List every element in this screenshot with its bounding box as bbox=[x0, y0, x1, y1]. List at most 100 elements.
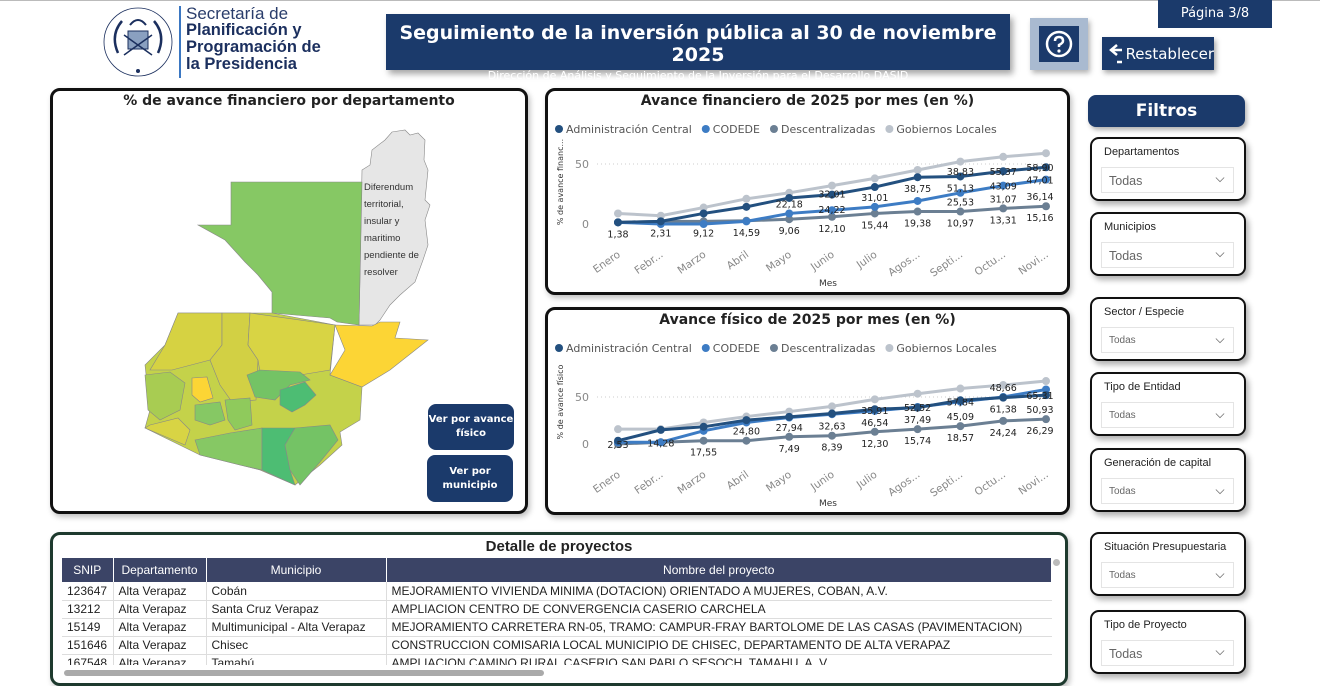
data-point bbox=[742, 217, 751, 226]
map-region-totonicapan[interactable] bbox=[191, 376, 214, 403]
x-tick-label: Enero bbox=[591, 249, 623, 276]
x-tick-label: Septi... bbox=[928, 249, 965, 280]
table-row[interactable]: 123647 Alta Verapaz Cobán MEJORAMIENTO VIVI… bbox=[62, 582, 1052, 601]
filter-dropdown[interactable]: Todas bbox=[1101, 402, 1234, 428]
data-point bbox=[1042, 163, 1050, 172]
filter-dropdown[interactable]: Todas bbox=[1101, 562, 1234, 588]
y-tick-label: 50 bbox=[575, 391, 589, 404]
data-point bbox=[828, 409, 836, 418]
data-label: 24,22 bbox=[818, 205, 845, 216]
data-point bbox=[742, 436, 751, 445]
x-tick-label: Octu... bbox=[973, 469, 1008, 499]
data-label: 14,59 bbox=[733, 228, 760, 239]
map-region-jutiapa[interactable] bbox=[284, 424, 339, 486]
filter-value: Todas bbox=[1109, 570, 1136, 581]
data-label: 27,94 bbox=[776, 423, 803, 434]
map-region-san-marcos[interactable] bbox=[144, 371, 186, 421]
data-point bbox=[1042, 202, 1050, 211]
table-cell: Chisec bbox=[206, 636, 387, 655]
filter-dropdown[interactable]: Todas bbox=[1101, 242, 1234, 268]
data-label: 48,66 bbox=[990, 383, 1017, 394]
data-label: 37,49 bbox=[904, 415, 931, 426]
data-point bbox=[870, 209, 879, 218]
legend-label: Descentralizadas bbox=[781, 123, 876, 136]
column-header-project-name[interactable]: Nombre del proyecto bbox=[386, 558, 1052, 582]
map-region-baja-verapaz[interactable] bbox=[246, 369, 311, 401]
data-point bbox=[1042, 415, 1050, 424]
column-header-snip[interactable]: SNIP bbox=[62, 558, 114, 582]
question-circle-icon bbox=[1045, 30, 1073, 58]
table-row[interactable]: 15149 Alta Verapaz Multimunicipal - Alta V… bbox=[62, 618, 1052, 637]
map-region-peten[interactable] bbox=[196, 181, 363, 326]
view-by-municipality-button[interactable]: Ver por municipio bbox=[427, 455, 513, 502]
page-indicator: Página 3/8 bbox=[1158, 0, 1272, 28]
data-point bbox=[956, 396, 965, 405]
data-point bbox=[828, 212, 836, 221]
logo-divider bbox=[179, 6, 181, 78]
y-axis-label: % de avance físico bbox=[556, 364, 565, 439]
data-label: 65,31 bbox=[1026, 391, 1053, 402]
x-tick-label: Enero bbox=[591, 469, 623, 496]
map-region-chimaltenango[interactable] bbox=[224, 397, 253, 431]
x-tick-label: Octu... bbox=[973, 249, 1008, 279]
table-cell: MEJORAMIENTO CARRETERA RN-05, TRAMO: CAM… bbox=[386, 618, 1052, 637]
data-point bbox=[870, 395, 879, 404]
data-point bbox=[913, 166, 922, 174]
table-row[interactable]: 151646 Alta Verapaz Chisec CONSTRUCCION COM… bbox=[62, 636, 1052, 655]
data-point bbox=[999, 204, 1008, 213]
filter-label: Sector / Especie bbox=[1104, 306, 1185, 318]
reset-button[interactable]: Restablecer bbox=[1102, 37, 1214, 70]
data-point bbox=[913, 207, 922, 216]
map-region-izabal[interactable] bbox=[329, 321, 429, 388]
data-label: 12,30 bbox=[861, 439, 888, 450]
data-label: 17,55 bbox=[690, 448, 717, 459]
x-tick-label: Abril bbox=[725, 249, 752, 273]
guatemala-seal-logo bbox=[103, 7, 173, 77]
map-region-retalhuleu[interactable] bbox=[144, 417, 191, 446]
filter-dropdown[interactable]: Todas bbox=[1101, 640, 1234, 666]
org-line-3: Programación de bbox=[186, 38, 321, 56]
data-label: 47,01 bbox=[1026, 176, 1053, 187]
filter-dropdown[interactable]: Todas bbox=[1101, 167, 1234, 193]
x-axis-label: Mes bbox=[819, 279, 837, 289]
top-divider bbox=[0, 0, 1320, 1]
map-panel: % de avance financiero por departamento … bbox=[50, 88, 528, 514]
org-line-2: Planificación y bbox=[186, 21, 302, 39]
data-label: 31,01 bbox=[861, 193, 888, 204]
data-point bbox=[956, 188, 965, 197]
view-physical-progress-button[interactable]: Ver por avance físico bbox=[428, 404, 514, 450]
reset-label: Restablecer bbox=[1125, 44, 1214, 63]
map-region-el-progreso[interactable] bbox=[279, 381, 317, 413]
data-point bbox=[1042, 391, 1050, 400]
filter-dropdown[interactable]: Todas bbox=[1101, 478, 1234, 504]
data-label: 46,54 bbox=[861, 418, 888, 429]
map-region-quetzaltenango[interactable] bbox=[194, 401, 226, 426]
data-point bbox=[956, 384, 965, 393]
legend-marker bbox=[555, 125, 563, 133]
financial-progress-line-chart: Administración Central CODEDE Descentraliz… bbox=[555, 123, 1054, 289]
data-label: 2,53 bbox=[607, 440, 628, 451]
table-cell: Alta Verapaz bbox=[113, 582, 207, 601]
table-row[interactable]: 167548 Alta Verapaz Tamahú AMPLIACION CAMIN… bbox=[62, 654, 1052, 665]
x-tick-label: Septi... bbox=[928, 469, 965, 500]
filter-dropdown[interactable]: Todas bbox=[1101, 327, 1234, 353]
column-header-municipality[interactable]: Municipio bbox=[206, 558, 387, 582]
x-axis-label: Mes bbox=[819, 499, 837, 509]
horizontal-scrollbar[interactable] bbox=[64, 670, 544, 676]
data-point bbox=[828, 431, 836, 440]
data-label: 14,28 bbox=[647, 438, 674, 449]
x-tick-label: Novi... bbox=[1016, 469, 1050, 498]
data-label: 15,74 bbox=[904, 436, 931, 447]
chevron-down-icon bbox=[1215, 413, 1225, 419]
undo-arrow-icon bbox=[1109, 43, 1122, 63]
data-point bbox=[656, 438, 665, 447]
data-point bbox=[870, 427, 879, 436]
filter-label: Departamentos bbox=[1104, 146, 1180, 158]
help-button[interactable] bbox=[1030, 18, 1088, 70]
data-label: 52,52 bbox=[904, 403, 931, 414]
table-row[interactable]: 13212 Alta Verapaz Santa Cruz Verapaz AMPLI… bbox=[62, 600, 1052, 619]
column-header-department[interactable]: Departamento bbox=[113, 558, 207, 582]
vertical-scrollbar[interactable] bbox=[1053, 559, 1060, 566]
data-point bbox=[614, 436, 622, 445]
data-point bbox=[913, 196, 922, 205]
